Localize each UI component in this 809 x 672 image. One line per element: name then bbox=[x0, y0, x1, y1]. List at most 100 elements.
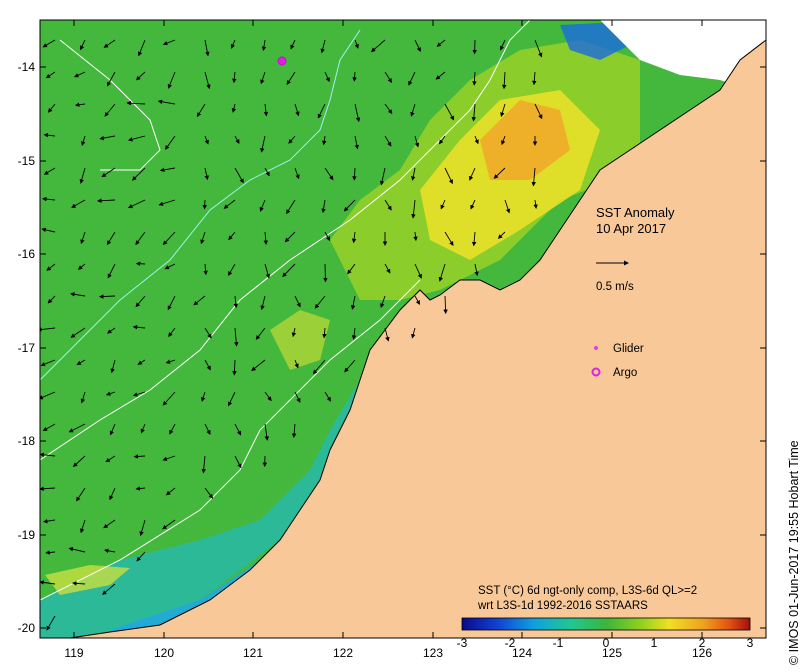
current-vector-arrow bbox=[294, 167, 300, 180]
current-vector-arrow bbox=[102, 583, 116, 595]
current-vector-arrow bbox=[106, 231, 116, 246]
current-vector-arrow bbox=[286, 71, 296, 85]
current-vector-arrow bbox=[444, 103, 455, 121]
current-vector-arrow bbox=[204, 39, 210, 57]
current-vector-arrow bbox=[532, 71, 537, 86]
current-vector-arrow bbox=[139, 519, 146, 537]
current-vector-arrow bbox=[165, 487, 176, 496]
current-vector-arrow bbox=[322, 135, 327, 146]
current-vector-arrow bbox=[288, 135, 296, 144]
current-vector-arrow bbox=[73, 71, 86, 78]
longitude-tick-label: 125 bbox=[602, 646, 622, 660]
current-vector-arrow bbox=[534, 103, 543, 120]
current-vector-arrow bbox=[317, 103, 326, 119]
current-vector-arrow bbox=[352, 71, 357, 82]
current-vector-arrow bbox=[196, 103, 206, 118]
current-vector-arrow bbox=[104, 548, 116, 554]
current-vector-arrow bbox=[320, 39, 326, 54]
current-vector-arrow bbox=[500, 103, 506, 117]
current-vector-arrow bbox=[204, 423, 211, 435]
current-vector-arrow bbox=[106, 71, 116, 87]
current-vector-arrow bbox=[501, 135, 506, 146]
glider-legend-label: Glider bbox=[613, 343, 644, 355]
current-vector-arrow bbox=[157, 99, 176, 105]
current-vector-arrow bbox=[42, 196, 56, 202]
current-vector-arrow bbox=[260, 71, 266, 85]
current-vector-arrow bbox=[323, 263, 328, 283]
bathymetry-contour-outer bbox=[40, 279, 421, 601]
current-vector-arrow bbox=[140, 423, 146, 434]
current-vector-arrow bbox=[408, 71, 416, 86]
bathymetry-contour-north bbox=[59, 39, 161, 171]
current-vector-arrow bbox=[109, 487, 116, 501]
current-vector-arrow bbox=[472, 71, 477, 86]
current-vector-arrow bbox=[384, 327, 390, 342]
current-vector-arrow bbox=[352, 167, 357, 181]
current-vector-arrow bbox=[234, 455, 242, 469]
current-vector-arrow bbox=[40, 327, 56, 332]
current-vector-arrow bbox=[497, 231, 506, 239]
current-vector-arrow bbox=[291, 423, 297, 438]
current-vector-arrow bbox=[230, 39, 236, 49]
current-vector-arrow bbox=[493, 167, 506, 179]
current-vector-arrow bbox=[135, 231, 146, 246]
nodata-patch bbox=[600, 20, 766, 95]
current-vector-arrow bbox=[259, 199, 266, 212]
latitude-tick-label: -14 bbox=[18, 60, 36, 74]
current-vector-arrow bbox=[45, 550, 56, 555]
current-vector-arrow bbox=[314, 295, 326, 309]
current-vector-arrow bbox=[104, 103, 116, 117]
current-vector-arrow bbox=[414, 135, 420, 148]
current-vector-arrow bbox=[105, 455, 116, 463]
current-vector-arrow bbox=[204, 327, 212, 339]
map-date: 10 Apr 2017 bbox=[596, 221, 666, 236]
current-vector-arrow bbox=[135, 486, 146, 491]
current-vector-arrow bbox=[101, 167, 116, 178]
current-vector-arrow bbox=[474, 263, 479, 277]
current-vector-arrow bbox=[127, 199, 146, 209]
current-vector-arrow bbox=[74, 102, 86, 107]
imos-credit: © IMOS 01-Jun-2017 19:55 Hobart Time bbox=[787, 440, 801, 665]
current-vector-arrow bbox=[251, 359, 266, 372]
current-vector-arrow bbox=[255, 327, 266, 340]
current-vector-arrow bbox=[164, 135, 176, 150]
current-vector-arrow bbox=[294, 359, 299, 369]
current-vector-arrow bbox=[103, 39, 116, 48]
current-vector-arrow bbox=[324, 391, 331, 402]
current-vector-arrow bbox=[533, 199, 538, 209]
colorbar-tick-label: 2 bbox=[699, 636, 706, 650]
latitude-tick-label: -15 bbox=[18, 154, 36, 168]
current-vector-arrow bbox=[47, 103, 56, 113]
peninsula bbox=[440, 300, 500, 372]
current-vector-arrow bbox=[79, 167, 86, 184]
colorbar-tick-label: -3 bbox=[457, 636, 468, 650]
latitude-tick-label: -17 bbox=[18, 341, 36, 355]
longitude-tick-label: 123 bbox=[423, 646, 443, 660]
current-vector-arrow bbox=[105, 391, 116, 396]
current-vector-arrow bbox=[228, 231, 236, 241]
orange-anomaly-patch bbox=[480, 100, 570, 180]
current-vector-arrow bbox=[201, 391, 206, 402]
current-vector-arrow bbox=[343, 199, 356, 212]
current-vector-arrow bbox=[43, 167, 56, 175]
current-vector-arrow bbox=[70, 292, 86, 297]
current-vector-arrow bbox=[312, 359, 326, 375]
current-vectors bbox=[40, 39, 543, 631]
plot-frame bbox=[39, 19, 767, 639]
current-vector-arrow bbox=[41, 227, 56, 233]
current-vector-arrow bbox=[534, 39, 543, 58]
current-vector-arrow bbox=[370, 39, 386, 53]
current-vector-arrow bbox=[71, 199, 86, 208]
current-vector-arrow bbox=[76, 487, 86, 502]
colorbar-ticks: -3 -2 -1 0 1 2 3 bbox=[457, 636, 754, 650]
product-reference: wrt L3S-1d 1992-2016 SSTAARS bbox=[477, 600, 648, 612]
current-vector-arrow bbox=[384, 71, 392, 83]
latitude-ticks: -14 -15 -16 -17 -18 -19 -20 bbox=[18, 60, 766, 635]
current-vector-arrow bbox=[350, 295, 356, 310]
current-vector-arrow bbox=[162, 39, 176, 46]
current-vector-arrow bbox=[228, 263, 236, 276]
argo-float-marker[interactable] bbox=[277, 56, 287, 66]
current-vector-arrow bbox=[414, 263, 422, 279]
current-vector-arrow bbox=[324, 71, 330, 83]
current-vector-arrow bbox=[80, 39, 86, 51]
